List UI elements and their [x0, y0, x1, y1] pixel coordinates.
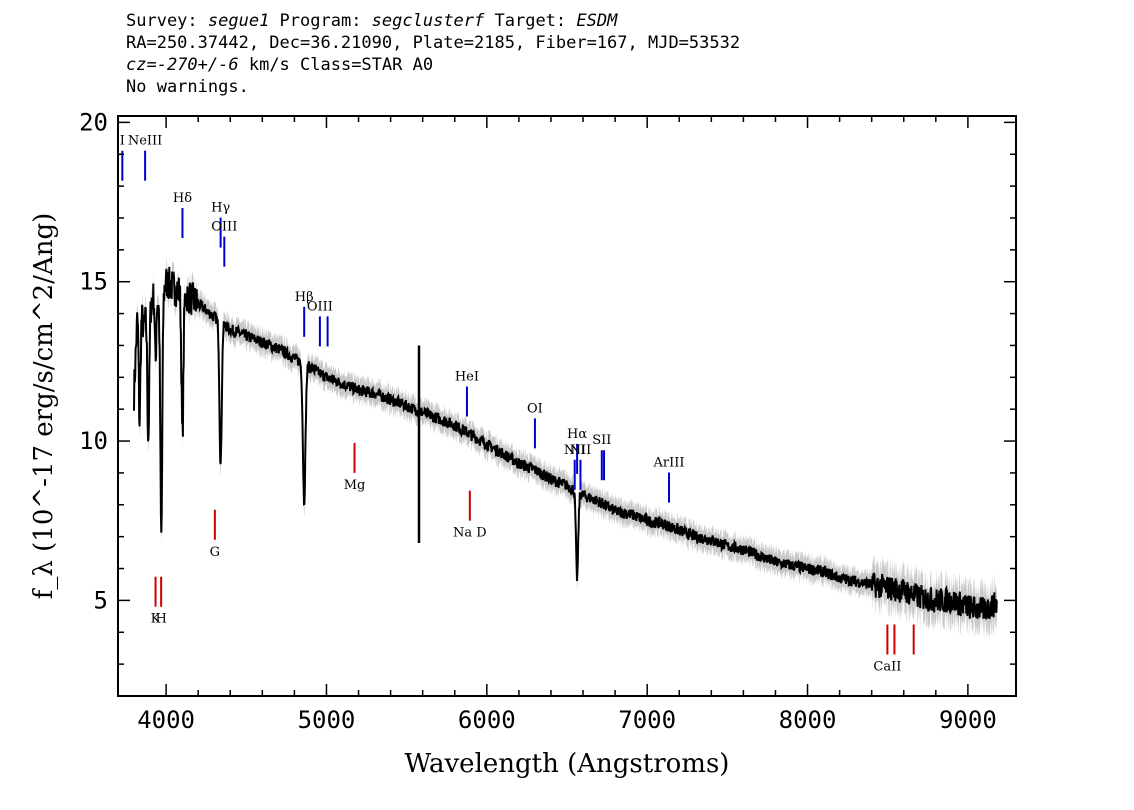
emission-line-label-8: HeI [455, 370, 479, 385]
cz-value: -270+/-6 [156, 55, 239, 75]
emission-line-label-1: NeIII [128, 134, 162, 149]
program-label: Program: [269, 11, 372, 31]
axis-ticks [118, 116, 1016, 696]
emission-line-label-13: SII [592, 433, 611, 448]
target-value: ESDM [576, 11, 618, 31]
y-tick-label-1: 10 [79, 427, 108, 455]
absorption-line-label-2: G [210, 545, 220, 560]
emission-line-label-3: Hγ [211, 201, 230, 216]
absorption-line-label-1: H [155, 612, 166, 627]
y-axis-title: f_λ (10^-17 erg/s/cm^2/Ang) [29, 213, 59, 599]
survey-value: segue1 [207, 11, 270, 31]
emission-line-label-6: OIII [307, 299, 333, 314]
emission-line-label-9: OI [527, 401, 543, 416]
emission-line-label-15: ArIII [652, 456, 684, 471]
x-tick-label-4: 8000 [779, 706, 837, 734]
absorption-line-label-4: Na D [453, 526, 487, 541]
spectral-line-markers: I NeIIIHδHγOIIIHβOIIIHeIOINIIHαNIISIIArII… [120, 134, 915, 675]
emission-line-label-11: Hα [567, 427, 587, 442]
x-tick-label-0: 4000 [137, 706, 195, 734]
target-label: Target: [484, 11, 577, 31]
flux-error-band [134, 255, 997, 639]
absorption-line-label-0: K [151, 612, 161, 627]
absorption-line-label-5: CaII [873, 660, 901, 675]
x-axis-title: Wavelength (Angstroms) [405, 749, 730, 779]
header-line-redshift: cz=-270+/-6 km/s Class=STAR A0 [126, 54, 1116, 76]
survey-label: Survey: [126, 11, 208, 31]
flux-series-layer [133, 266, 998, 620]
emission-line-label-4: OIII [211, 220, 237, 235]
emission-line-label-2: Hδ [173, 191, 192, 206]
x-tick-label-2: 6000 [458, 706, 516, 734]
header-line-survey: Survey: segue1 Program: segclusterf Targ… [126, 10, 1116, 32]
flux-series-line [133, 266, 998, 620]
plot-frame [117, 115, 1017, 697]
y-tick-label-3: 20 [79, 108, 108, 136]
y-tick-label-0: 5 [94, 586, 108, 614]
x-tick-label-3: 7000 [618, 706, 676, 734]
header-line-coordinates: RA=250.37442, Dec=36.21090, Plate=2185, … [126, 33, 741, 53]
emission-line-label-12: NII [570, 443, 592, 458]
y-tick-label-2: 15 [79, 268, 108, 296]
axis-tick-labels: 4000 5000 6000 7000 8000 9000 5 10 15 20 [79, 108, 997, 734]
emission-line-label-10: NII [564, 443, 586, 458]
x-tick-label-5: 9000 [939, 706, 997, 734]
emission-line-label-0: I [120, 134, 125, 149]
header-line-warnings: No warnings. [126, 77, 249, 97]
absorption-line-label-3: Mg [344, 478, 366, 493]
error-band-area [134, 255, 997, 639]
cz-class: km/s Class=STAR A0 [238, 55, 434, 75]
spectrum-header: Survey: segue1 Program: segclusterf Targ… [126, 10, 1116, 98]
cz-label: cz= [126, 55, 157, 75]
x-tick-label-1: 5000 [298, 706, 356, 734]
emission-line-label-5: Hβ [295, 290, 314, 305]
program-value: segclusterf [371, 11, 485, 31]
